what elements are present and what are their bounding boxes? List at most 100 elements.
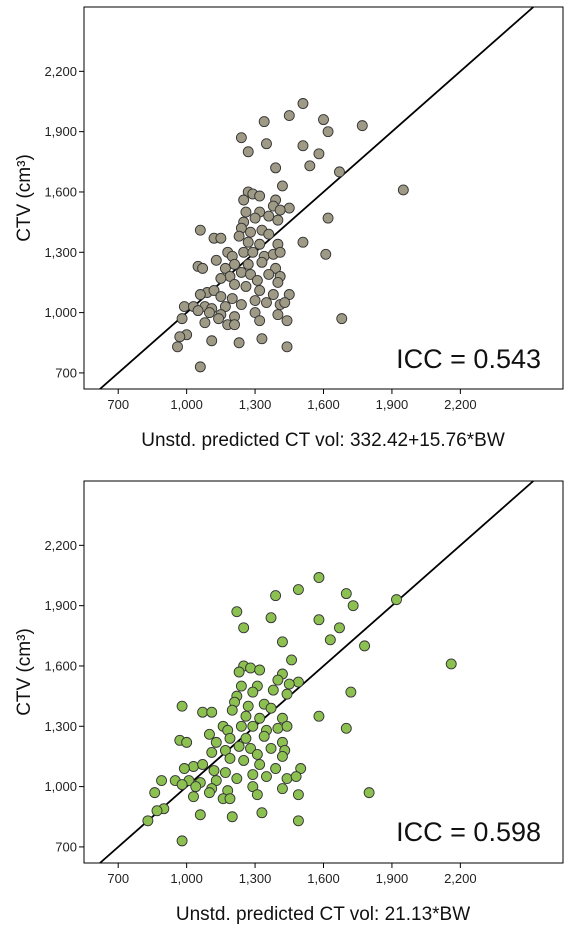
x-tick-label: 1,300	[239, 871, 272, 886]
scatter-point	[292, 789, 304, 801]
scatter-point	[238, 246, 250, 258]
scatter-point	[206, 746, 218, 758]
y-tick-label: 1,900	[44, 598, 77, 613]
y-tick-label: 1,600	[44, 658, 77, 673]
scatter-point	[267, 684, 279, 696]
scatter-point	[190, 781, 202, 793]
scatter-point	[318, 114, 329, 126]
scatter-point	[204, 787, 215, 799]
scatter-point	[336, 313, 348, 325]
scatter-points	[142, 572, 457, 847]
scatter-point	[313, 572, 325, 583]
icc-annotation: ICC = 0.598	[396, 817, 541, 847]
scatter-point	[263, 268, 275, 280]
scatter-point	[254, 712, 266, 724]
y-tick-label: 700	[55, 839, 77, 854]
y-tick-label: 1,300	[44, 719, 77, 734]
y-axis-title: CTV (cm³)	[14, 154, 35, 242]
scatter-point	[247, 781, 259, 793]
scatter-point	[272, 674, 284, 686]
scatter-point	[334, 622, 345, 634]
scatter-point	[208, 765, 220, 776]
x-tick-label: 1,000	[170, 397, 203, 412]
scatter-point	[249, 295, 261, 306]
y-tick-label: 1,000	[44, 779, 77, 794]
scatter-point	[256, 256, 268, 268]
scatter-point	[297, 98, 309, 109]
scatter-point	[151, 805, 163, 817]
x-axis: 700 1,000 1,300 1,600 1,900 2,200	[107, 389, 477, 412]
scatter-point	[276, 783, 288, 795]
x-axis-title: Unstd. predicted CT vol: 332.42+15.76*BW	[141, 430, 505, 451]
scatter-point	[245, 226, 256, 238]
scatter-point	[281, 688, 293, 700]
scatter-point	[176, 313, 188, 325]
scatter-point	[265, 742, 277, 754]
scatter-point	[245, 742, 256, 754]
scatter-point	[197, 759, 209, 770]
scatter-point	[304, 160, 316, 172]
scatter-point	[313, 710, 325, 722]
scatter-point	[213, 313, 225, 325]
scatter-point	[210, 775, 222, 787]
scatter-point	[226, 704, 238, 716]
scatter-point	[247, 769, 259, 780]
scatter-point	[240, 206, 252, 218]
scatter-point	[249, 307, 261, 319]
scatter-point	[245, 662, 256, 674]
scatter-point	[297, 236, 309, 248]
y-axis-title: CTV (cm³)	[14, 628, 35, 716]
scatter-point	[242, 700, 254, 712]
scatter-point	[233, 337, 245, 349]
y-tick-label: 2,200	[44, 64, 77, 79]
scatter-point	[322, 212, 334, 224]
scatter-point	[249, 212, 261, 224]
scatter-point	[254, 238, 266, 250]
scatter-point	[263, 228, 275, 240]
scatter-point	[322, 126, 334, 138]
scatter-point	[142, 815, 154, 827]
x-tick-label: 700	[107, 397, 129, 412]
x-axis: 700 1,000 1,300 1,600 1,900 2,200	[107, 863, 477, 886]
scatter-point	[254, 285, 266, 296]
scatter-point	[197, 706, 209, 718]
y-axis: 700 1,000 1,300 1,600 1,900 2,200	[44, 64, 84, 380]
scatter-point	[226, 811, 238, 823]
scatter-point	[254, 759, 266, 770]
scatter-point	[215, 272, 227, 284]
scatter-point	[224, 793, 236, 805]
scatter-point	[276, 712, 288, 724]
scatter-point	[206, 706, 218, 718]
scatter-point	[240, 732, 252, 744]
scatter-point	[270, 763, 282, 774]
scatter-point	[238, 622, 250, 634]
scatter-point	[235, 720, 247, 732]
y-tick-label: 1,300	[44, 245, 77, 260]
scatter-point	[276, 180, 288, 192]
scatter-point	[240, 281, 252, 292]
scatter-point	[340, 722, 352, 734]
scatter-point	[194, 224, 206, 236]
plot-frame	[83, 6, 564, 390]
scatter-point	[279, 297, 291, 308]
scatter-point	[313, 148, 325, 160]
scatter-point	[219, 744, 231, 756]
scatter-point	[235, 299, 247, 311]
scatter-point	[174, 331, 186, 343]
scatter-point	[210, 254, 222, 266]
scatter-point	[254, 664, 266, 676]
scatter-point	[247, 720, 259, 732]
scatter-chart-bottom: 700 1,000 1,300 1,600 1,900 2,200 700 1,000 1,3…	[0, 474, 567, 927]
scatter-point	[199, 317, 211, 329]
scatter-point	[251, 748, 263, 760]
y-tick-label: 1,900	[44, 124, 77, 139]
scatter-point	[229, 258, 240, 270]
scatter-point	[188, 761, 199, 772]
scatter-point	[265, 702, 277, 714]
scatter-point	[149, 787, 161, 799]
icc-annotation: ICC = 0.543	[396, 344, 541, 374]
scatter-point	[176, 779, 188, 791]
x-tick-label: 1,000	[170, 871, 203, 886]
scatter-point	[272, 722, 284, 734]
scatter-point	[340, 588, 352, 600]
